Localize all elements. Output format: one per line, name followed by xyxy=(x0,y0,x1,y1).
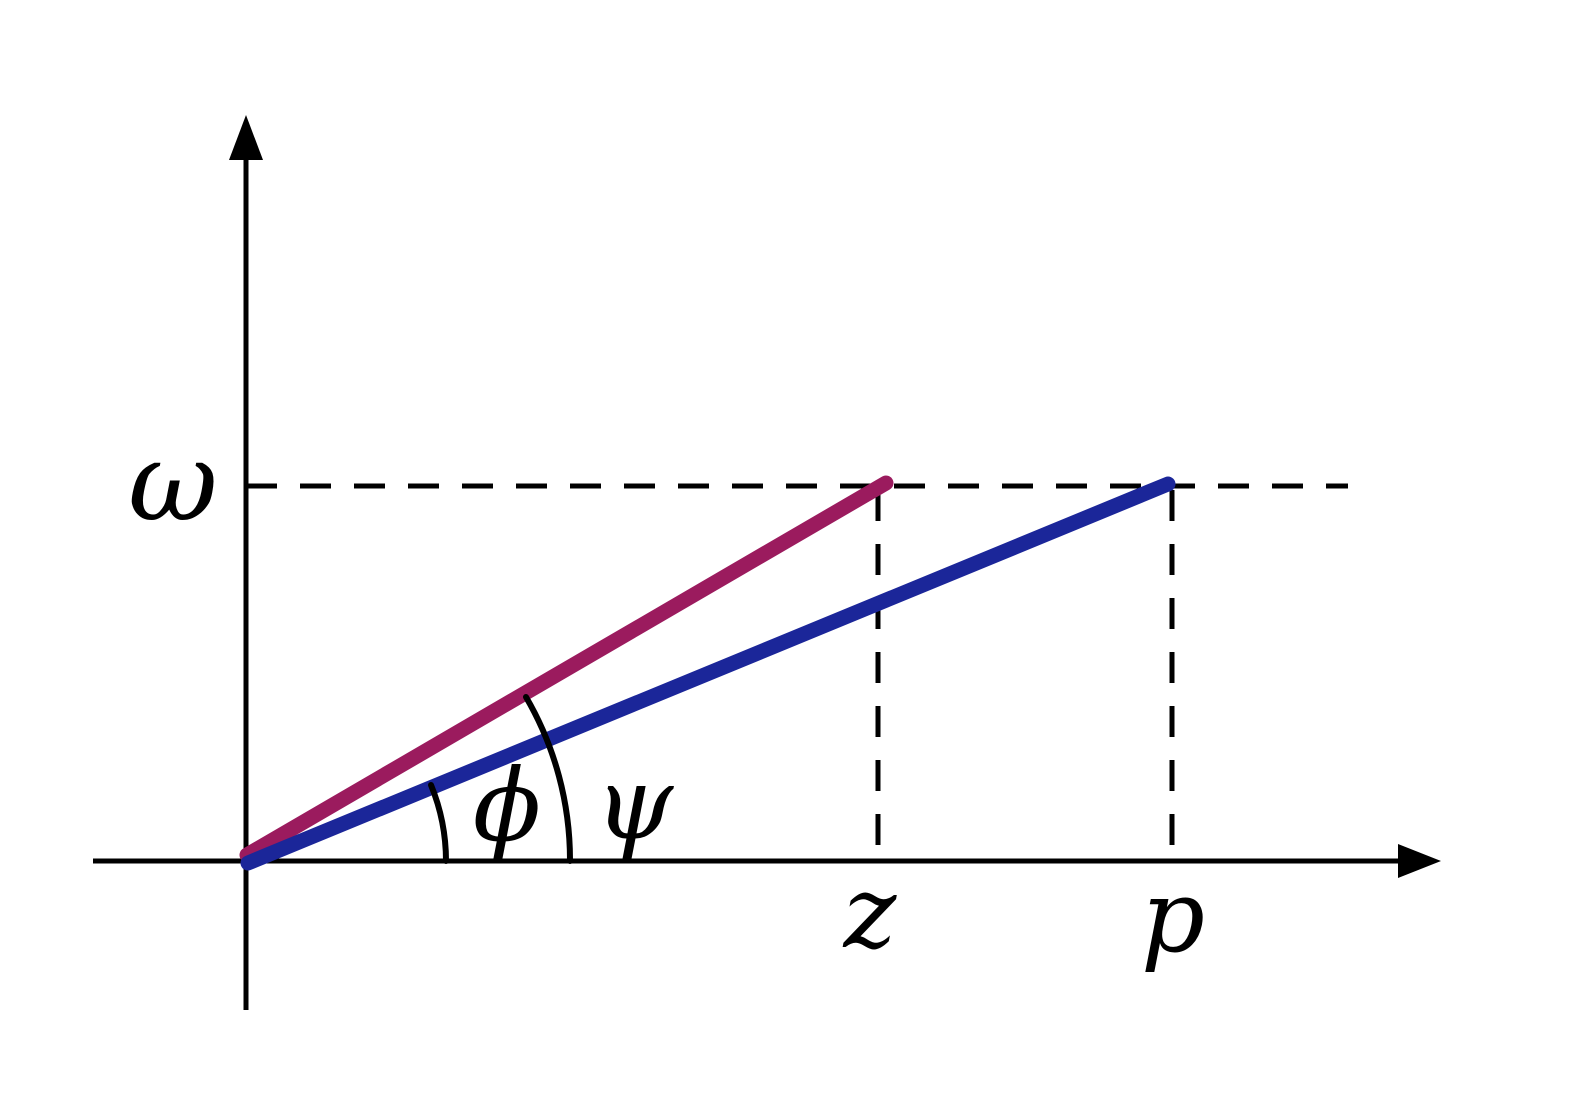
psi-angle-arc xyxy=(523,694,574,864)
p-label: p xyxy=(1141,858,1205,975)
phi-label: ϕ xyxy=(473,747,541,864)
phi-angle-arc xyxy=(428,782,449,864)
psi-label: ψ xyxy=(595,745,675,862)
omega-label: ω xyxy=(128,418,218,546)
vector-to-p-line xyxy=(240,476,1176,871)
vector-to-z-line xyxy=(239,475,894,863)
y-axis-arrowhead-icon xyxy=(229,115,263,160)
z-label: z xyxy=(843,854,898,971)
x-axis-arrowhead-icon xyxy=(1398,844,1441,878)
